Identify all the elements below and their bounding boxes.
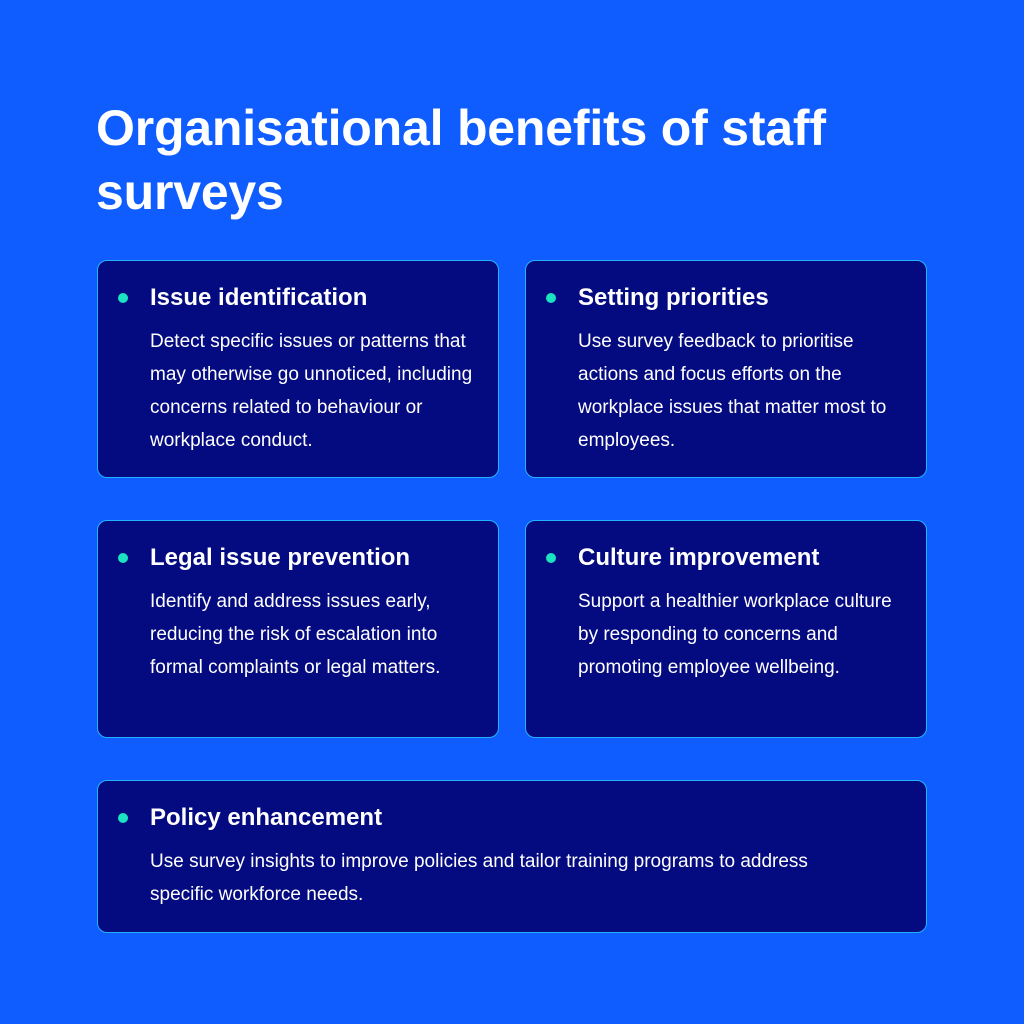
card-header: Issue identification (118, 283, 367, 313)
card-title: Policy enhancement (150, 804, 383, 831)
card-setting-priorities: Setting priorities Use survey feedback t… (525, 260, 927, 478)
bullet-dot-icon (118, 293, 128, 303)
bullet-dot-icon (546, 553, 556, 563)
card-policy-enhancement: Policy enhancement Use survey insights t… (97, 780, 927, 933)
card-description: Support a healthier workplace culture by… (578, 591, 892, 678)
card-description: Use survey insights to improve policies … (150, 851, 808, 905)
page-title: Organisational benefits of staff surveys (96, 100, 826, 220)
card-header: Culture improvement (546, 543, 819, 573)
card-header: Legal issue prevention (118, 543, 410, 573)
bullet-dot-icon (546, 293, 556, 303)
card-description: Detect specific issues or patterns that … (150, 331, 473, 451)
card-title: Culture improvement (578, 544, 820, 571)
card-legal-issue-prevention: Legal issue prevention Identify and addr… (97, 520, 499, 738)
card-title: Setting priorities (578, 284, 769, 311)
card-description: Identify and address issues early, reduc… (150, 591, 441, 678)
card-header: Policy enhancement (118, 803, 382, 833)
card-header: Setting priorities (546, 283, 769, 313)
card-description: Use survey feedback to prioritise action… (578, 331, 887, 451)
card-title: Issue identification (150, 284, 368, 311)
card-issue-identification: Issue identification Detect specific iss… (97, 260, 499, 478)
card-culture-improvement: Culture improvement Support a healthier … (525, 520, 927, 738)
bullet-dot-icon (118, 813, 128, 823)
card-title: Legal issue prevention (150, 544, 411, 571)
bullet-dot-icon (118, 553, 128, 563)
